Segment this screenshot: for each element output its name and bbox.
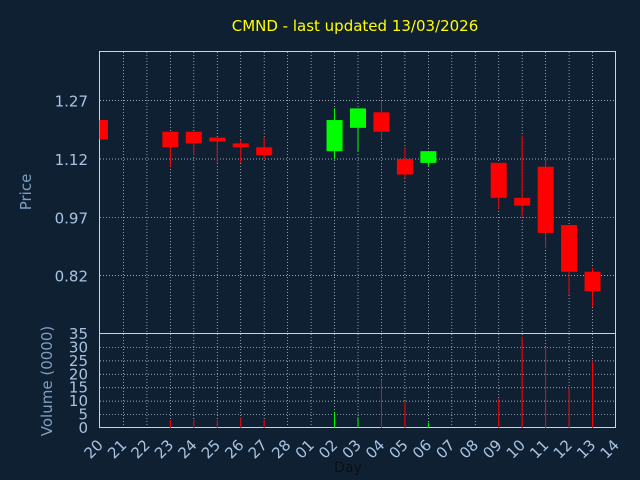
volume-bars <box>169 336 594 428</box>
volume-tick-label: 15 <box>69 379 88 397</box>
candle-body <box>256 147 273 156</box>
x-tick-label: 12 <box>550 436 576 462</box>
candle-body <box>209 137 226 142</box>
candle-body <box>490 162 507 198</box>
price-tick-labels: 1.27 1.12 0.97 0.82 <box>55 93 88 286</box>
x-tick-label: 01 <box>292 436 318 462</box>
x-tick-label: 13 <box>573 436 599 462</box>
x-tick-label: 26 <box>221 436 247 462</box>
volume-tick-label: 35 <box>69 325 88 343</box>
y-axis-label-volume: Volume (0000) <box>38 326 56 436</box>
x-tick-label: 05 <box>386 436 412 462</box>
x-tick-label: 10 <box>503 436 529 462</box>
x-tick-label: 03 <box>339 436 365 462</box>
x-tick-label: 14 <box>597 436 623 462</box>
price-tick-label: 1.12 <box>55 151 88 169</box>
candle-body <box>584 271 601 292</box>
candle-body <box>350 108 366 128</box>
volume-tick-label: 0 <box>78 419 88 437</box>
volume-tick-label: 20 <box>69 365 88 383</box>
candle-body <box>232 143 249 148</box>
candle-body <box>373 112 390 132</box>
x-tick-label: 22 <box>128 436 154 462</box>
x-tick-label: 08 <box>456 436 482 462</box>
volume-tick-label: 5 <box>78 406 88 424</box>
x-tick-label: 21 <box>104 436 130 462</box>
candle-body <box>537 166 554 233</box>
volume-grid <box>100 334 616 428</box>
candle-body <box>326 120 343 152</box>
volume-tick-label: 30 <box>69 338 88 356</box>
x-tick-label: 20 <box>81 436 107 462</box>
x-tick-label: 23 <box>151 436 177 462</box>
x-tick-label: 07 <box>432 436 458 462</box>
price-tick-label: 1.27 <box>55 93 88 111</box>
price-tick-label: 0.82 <box>55 268 88 286</box>
candle-body <box>162 131 179 148</box>
candle-body <box>420 151 437 163</box>
volume-tick-label: 10 <box>69 392 88 410</box>
candles <box>99 100 601 307</box>
x-tick-label: 28 <box>268 436 294 462</box>
y-axis-label-price: Price <box>17 174 35 211</box>
chart-title: CMND - last updated 13/03/2026 <box>232 17 479 35</box>
candle-body <box>185 131 202 144</box>
candle-body <box>100 120 108 140</box>
volume-tick-label: 25 <box>69 352 88 370</box>
candle-body <box>514 197 531 206</box>
x-axis-label: Day <box>334 460 362 476</box>
x-tick-label: 24 <box>174 436 200 462</box>
x-tick-label: 27 <box>245 436 271 462</box>
x-tick-label: 25 <box>198 436 224 462</box>
candle-body <box>396 158 413 175</box>
x-tick-label: 02 <box>315 436 341 462</box>
price-tick-label: 0.97 <box>55 209 88 227</box>
x-tick-label: 04 <box>362 436 388 462</box>
candle-body <box>561 225 578 272</box>
x-tick-label: 09 <box>479 436 505 462</box>
x-tick-label: 06 <box>409 436 435 462</box>
x-tick-labels: 2021222324252627280102030405060708091011… <box>81 436 623 462</box>
x-tick-label: 11 <box>526 436 552 462</box>
